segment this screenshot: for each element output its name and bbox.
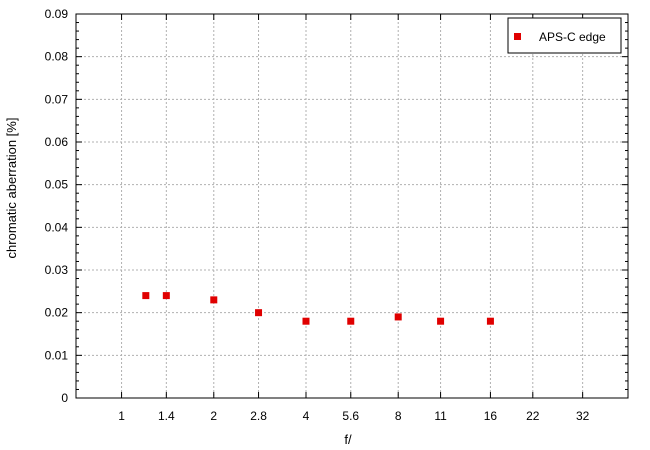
x-tick-label: 22 xyxy=(526,409,540,423)
x-tick-label: 32 xyxy=(576,409,590,423)
y-axis-title: chromatic aberration [%] xyxy=(4,118,19,259)
y-tick-label: 0.06 xyxy=(45,135,69,149)
y-tick-label: 0.09 xyxy=(45,7,69,21)
data-point xyxy=(210,296,218,304)
x-tick-label: 16 xyxy=(484,409,498,423)
x-tick-label: 11 xyxy=(434,409,447,423)
x-tick-label: 1 xyxy=(118,409,125,423)
legend-box xyxy=(507,17,622,54)
y-tick-label: 0.05 xyxy=(45,178,69,192)
x-axis-title: f/ xyxy=(344,432,352,447)
data-point xyxy=(162,292,170,300)
x-tick-label: 5.6 xyxy=(342,409,359,423)
tick-labels: 0 0.01 0.02 0.03 0.04 0.05 0.06 0.07 0.08 0.09 1 1.… xyxy=(45,7,590,423)
x-tick-label: 1.4 xyxy=(158,409,175,423)
y-tick-label: 0.03 xyxy=(45,263,69,277)
data-points xyxy=(142,292,494,325)
ticks xyxy=(76,13,628,399)
data-point xyxy=(302,317,310,325)
y-tick-label: 0.04 xyxy=(45,220,69,234)
y-tick-label: 0 xyxy=(61,391,68,405)
x-tick-label: 2.8 xyxy=(250,409,267,423)
data-point xyxy=(437,317,445,325)
data-point xyxy=(142,292,150,300)
x-tick-label: 2 xyxy=(210,409,217,423)
data-point xyxy=(486,317,494,325)
legend: APS-C edge xyxy=(507,17,622,54)
y-tick-label: 0.01 xyxy=(45,348,69,362)
y-tick-label: 0.07 xyxy=(45,92,69,106)
grid xyxy=(76,14,628,398)
x-tick-label: 4 xyxy=(303,409,310,423)
legend-marker xyxy=(514,33,521,40)
x-tick-label: 8 xyxy=(395,409,402,423)
data-point xyxy=(394,313,402,321)
y-tick-label: 0.02 xyxy=(45,306,69,320)
y-tick-label: 0.08 xyxy=(45,50,69,64)
legend-label: APS-C edge xyxy=(539,30,606,44)
data-point xyxy=(255,309,263,317)
plot-frame xyxy=(75,13,629,399)
data-point xyxy=(347,317,355,325)
